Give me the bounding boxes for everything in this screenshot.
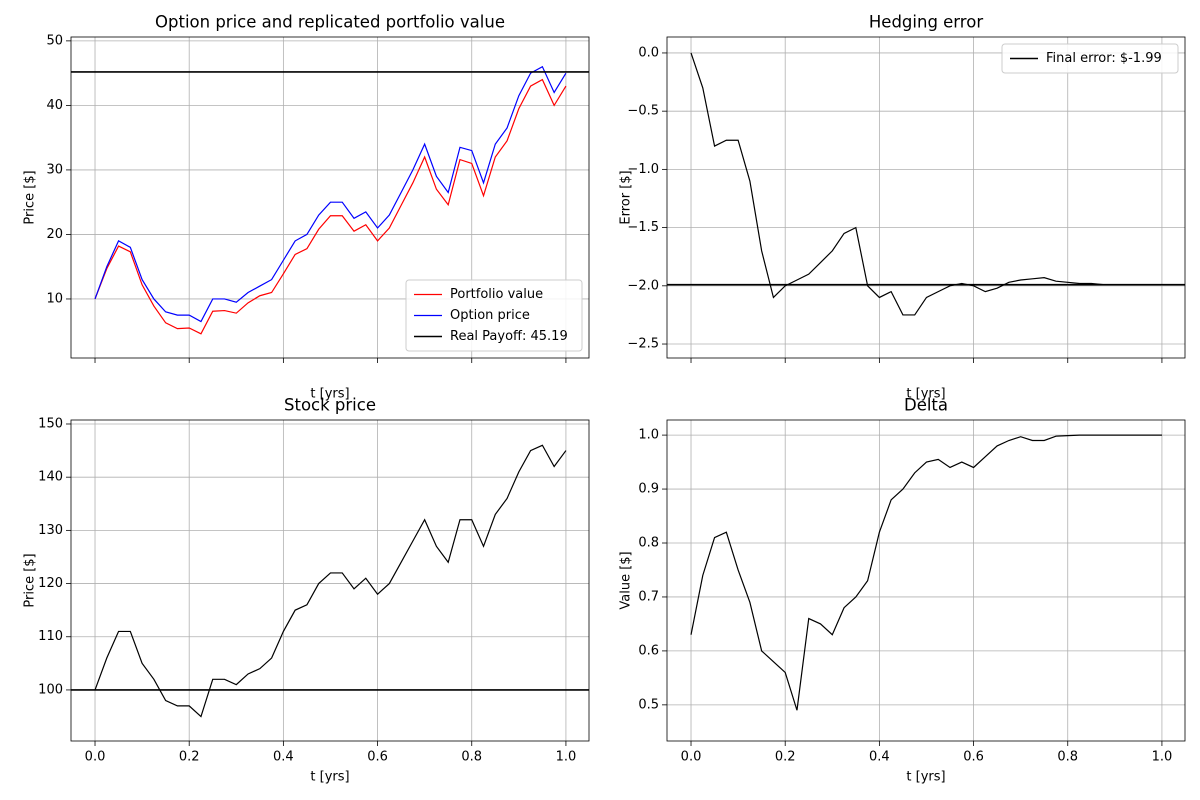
subplot: Stock price t [yrs] Price [$] 0.0 0.2 0.4 0.6 0… [23,396,590,785]
x-axis-label: t [yrs] [906,770,945,785]
legend-box [1001,43,1179,74]
x-tick-label: 0.0 [85,750,106,765]
y-tick-label: 0.8 [638,536,659,551]
x-tick-label: 0.6 [963,750,984,765]
y-axis-label: Value [$] [619,551,634,609]
y-tick-label: 30 [46,162,63,177]
x-tick-label: 0.4 [273,750,294,765]
subplot: Delta t [yrs] Value [$] 0.0 0.2 0.4 0.6 0.8 1.0 0… [619,396,1186,785]
legend-label: Final error: $-1.99 [1046,51,1162,66]
x-axis-label: t [yrs] [906,387,945,402]
x-tick-label: 0.2 [179,750,200,765]
axes-frame [666,419,1186,742]
legend-label: Option price [450,308,530,323]
y-axis-label: Price [$] [23,170,38,224]
x-axis-label: t [yrs] [310,770,349,785]
y-tick-label: 130 [38,523,63,538]
data-line [690,52,1162,316]
x-tick-label: 0.4 [869,750,890,765]
x-tick-label: 0.6 [367,750,388,765]
y-tick-label: 0.7 [638,589,659,604]
subplot-title: Hedging error [869,13,983,32]
x-tick-label: 1.0 [556,750,577,765]
data-line [94,65,567,323]
data-line [94,78,567,335]
x-tick-label: 1.0 [1152,750,1173,765]
legend: Portfolio value Option price Real Payoff: … [405,279,583,352]
y-tick-label: 140 [38,470,63,485]
x-tick-label: 0.2 [775,750,796,765]
legend-label: Portfolio value [450,287,543,302]
y-tick-label: 40 [46,98,63,113]
subplot-title: Option price and replicated portfolio va… [155,13,505,32]
y-tick-label: 120 [38,576,63,591]
data-line [690,434,1162,711]
subplot: Hedging error t [yrs] Error [$] 0.0 −0.5 −1.0… [619,13,1186,402]
y-tick-label: 10 [46,291,63,306]
x-tick-label: 0.8 [1057,750,1078,765]
legend-label: Real Payoff: 45.19 [450,329,568,344]
x-tick-label: 0.8 [461,750,482,765]
y-tick-label: −0.5 [627,104,659,119]
axes-frame [70,419,590,742]
y-tick-label: 0.0 [638,45,659,60]
y-axis-label: Price [$] [23,553,38,607]
y-tick-label: −1.0 [627,162,659,177]
y-axis-label: Error [$] [619,170,634,224]
y-tick-label: 1.0 [638,428,659,443]
legend: Final error: $-1.99 [1001,43,1179,74]
axes-frame [70,36,590,359]
y-tick-label: 20 [46,227,63,242]
y-tick-label: −2.5 [627,337,659,352]
subplot: Option price and replicated portfolio va… [23,13,590,402]
y-tick-label: 0.5 [638,697,659,712]
y-tick-label: 150 [38,416,63,431]
legend-box [405,279,583,352]
x-tick-label: 0.0 [681,750,702,765]
y-tick-label: 110 [38,629,63,644]
data-line [94,444,567,718]
y-tick-label: 100 [38,682,63,697]
y-tick-label: 50 [46,33,63,48]
y-tick-label: −2.0 [627,278,659,293]
axes-frame [666,36,1186,359]
y-tick-label: 0.6 [638,643,659,658]
y-tick-label: 0.9 [638,482,659,497]
x-axis-label: t [yrs] [310,387,349,402]
y-tick-label: −1.5 [627,220,659,235]
subplot-title: Stock price [284,396,376,415]
subplot-title: Delta [904,396,948,415]
